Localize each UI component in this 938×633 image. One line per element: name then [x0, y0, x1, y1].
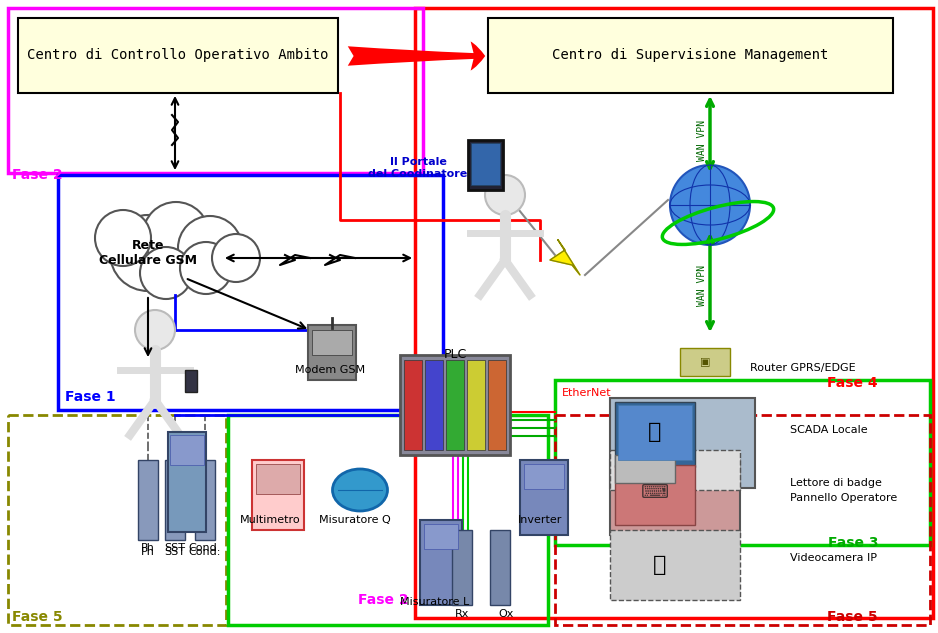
Bar: [256, 464, 300, 494]
Text: 📷: 📷: [653, 555, 667, 575]
Text: PLC: PLC: [444, 349, 466, 361]
Circle shape: [180, 242, 232, 294]
Bar: [195, 460, 215, 540]
Text: Ox: Ox: [498, 609, 514, 619]
Circle shape: [485, 175, 525, 215]
Text: Multimetro: Multimetro: [240, 515, 300, 525]
Bar: [524, 464, 564, 489]
Circle shape: [212, 234, 260, 282]
Bar: [488, 18, 893, 93]
Bar: [252, 460, 304, 530]
Bar: [615, 402, 695, 467]
Bar: [58, 175, 443, 410]
Bar: [520, 460, 568, 535]
Text: EtherNet: EtherNet: [562, 388, 612, 398]
Bar: [8, 415, 226, 625]
Text: Cond.: Cond.: [189, 547, 221, 557]
Bar: [425, 360, 443, 450]
Bar: [471, 143, 500, 185]
Bar: [610, 450, 740, 490]
Bar: [555, 380, 930, 545]
Bar: [610, 530, 740, 600]
Text: SCADA Locale: SCADA Locale: [790, 425, 868, 435]
Circle shape: [178, 216, 242, 280]
Text: Fase 4: Fase 4: [827, 376, 878, 390]
Text: Misuratore Q: Misuratore Q: [319, 515, 391, 525]
Bar: [168, 432, 206, 532]
Text: SST: SST: [164, 547, 186, 557]
Bar: [420, 520, 462, 605]
Bar: [615, 455, 675, 483]
Text: Il Portale
del Coodinatore: Il Portale del Coodinatore: [369, 157, 468, 179]
Text: 🖥: 🖥: [648, 422, 661, 442]
Bar: [680, 348, 730, 376]
Bar: [404, 360, 422, 450]
Bar: [8, 8, 423, 173]
Text: Ph: Ph: [141, 543, 155, 553]
Text: Fase 1: Fase 1: [65, 390, 115, 404]
Bar: [610, 460, 740, 535]
Circle shape: [135, 310, 175, 350]
Text: SST: SST: [164, 543, 186, 553]
Bar: [312, 330, 352, 355]
Text: Ph: Ph: [141, 547, 155, 557]
Bar: [138, 460, 158, 540]
Circle shape: [143, 202, 209, 268]
Circle shape: [140, 247, 192, 299]
Bar: [400, 355, 510, 455]
Bar: [185, 370, 197, 392]
Text: Inverter: Inverter: [518, 515, 562, 525]
Bar: [555, 415, 930, 625]
Text: Fase 2: Fase 2: [12, 168, 63, 182]
Text: Fase 2: Fase 2: [358, 593, 409, 607]
Bar: [165, 460, 185, 540]
Bar: [610, 398, 755, 488]
Bar: [452, 530, 472, 605]
Text: Fase 3: Fase 3: [827, 536, 878, 550]
Text: Misuratore L: Misuratore L: [401, 597, 470, 607]
Text: Pannello Operatore: Pannello Operatore: [790, 493, 898, 503]
Bar: [468, 140, 503, 190]
Text: Rete
Cellulare GSM: Rete Cellulare GSM: [99, 239, 197, 267]
Text: Lettore di badge: Lettore di badge: [790, 478, 882, 488]
Text: Modem GSM: Modem GSM: [295, 365, 365, 375]
Text: Fase 5: Fase 5: [12, 610, 63, 624]
Bar: [415, 8, 933, 618]
Text: WAN VPN: WAN VPN: [697, 265, 707, 306]
Text: Fase 5: Fase 5: [827, 610, 878, 624]
Text: ▣: ▣: [700, 357, 710, 367]
Bar: [615, 465, 695, 525]
Bar: [488, 360, 506, 450]
Circle shape: [95, 210, 151, 266]
Text: Centro di Supervisione Management: Centro di Supervisione Management: [552, 48, 828, 62]
Text: Videocamera IP: Videocamera IP: [790, 553, 877, 563]
Text: Rx: Rx: [455, 609, 469, 619]
Text: Centro di Controllo Operativo Ambito: Centro di Controllo Operativo Ambito: [27, 48, 328, 62]
Bar: [18, 18, 338, 93]
Circle shape: [670, 165, 750, 245]
Bar: [170, 435, 204, 465]
Bar: [424, 524, 458, 549]
Text: WAN VPN: WAN VPN: [697, 120, 707, 161]
Polygon shape: [550, 240, 580, 275]
Ellipse shape: [332, 469, 387, 511]
Bar: [490, 530, 510, 605]
Text: Router GPRS/EDGE: Router GPRS/EDGE: [750, 363, 855, 373]
Bar: [618, 405, 692, 460]
Bar: [446, 360, 464, 450]
Bar: [308, 325, 356, 380]
Bar: [467, 360, 485, 450]
Text: ⌨: ⌨: [641, 482, 669, 501]
Circle shape: [110, 215, 186, 291]
Text: Cond.: Cond.: [189, 543, 221, 553]
Bar: [228, 415, 548, 625]
